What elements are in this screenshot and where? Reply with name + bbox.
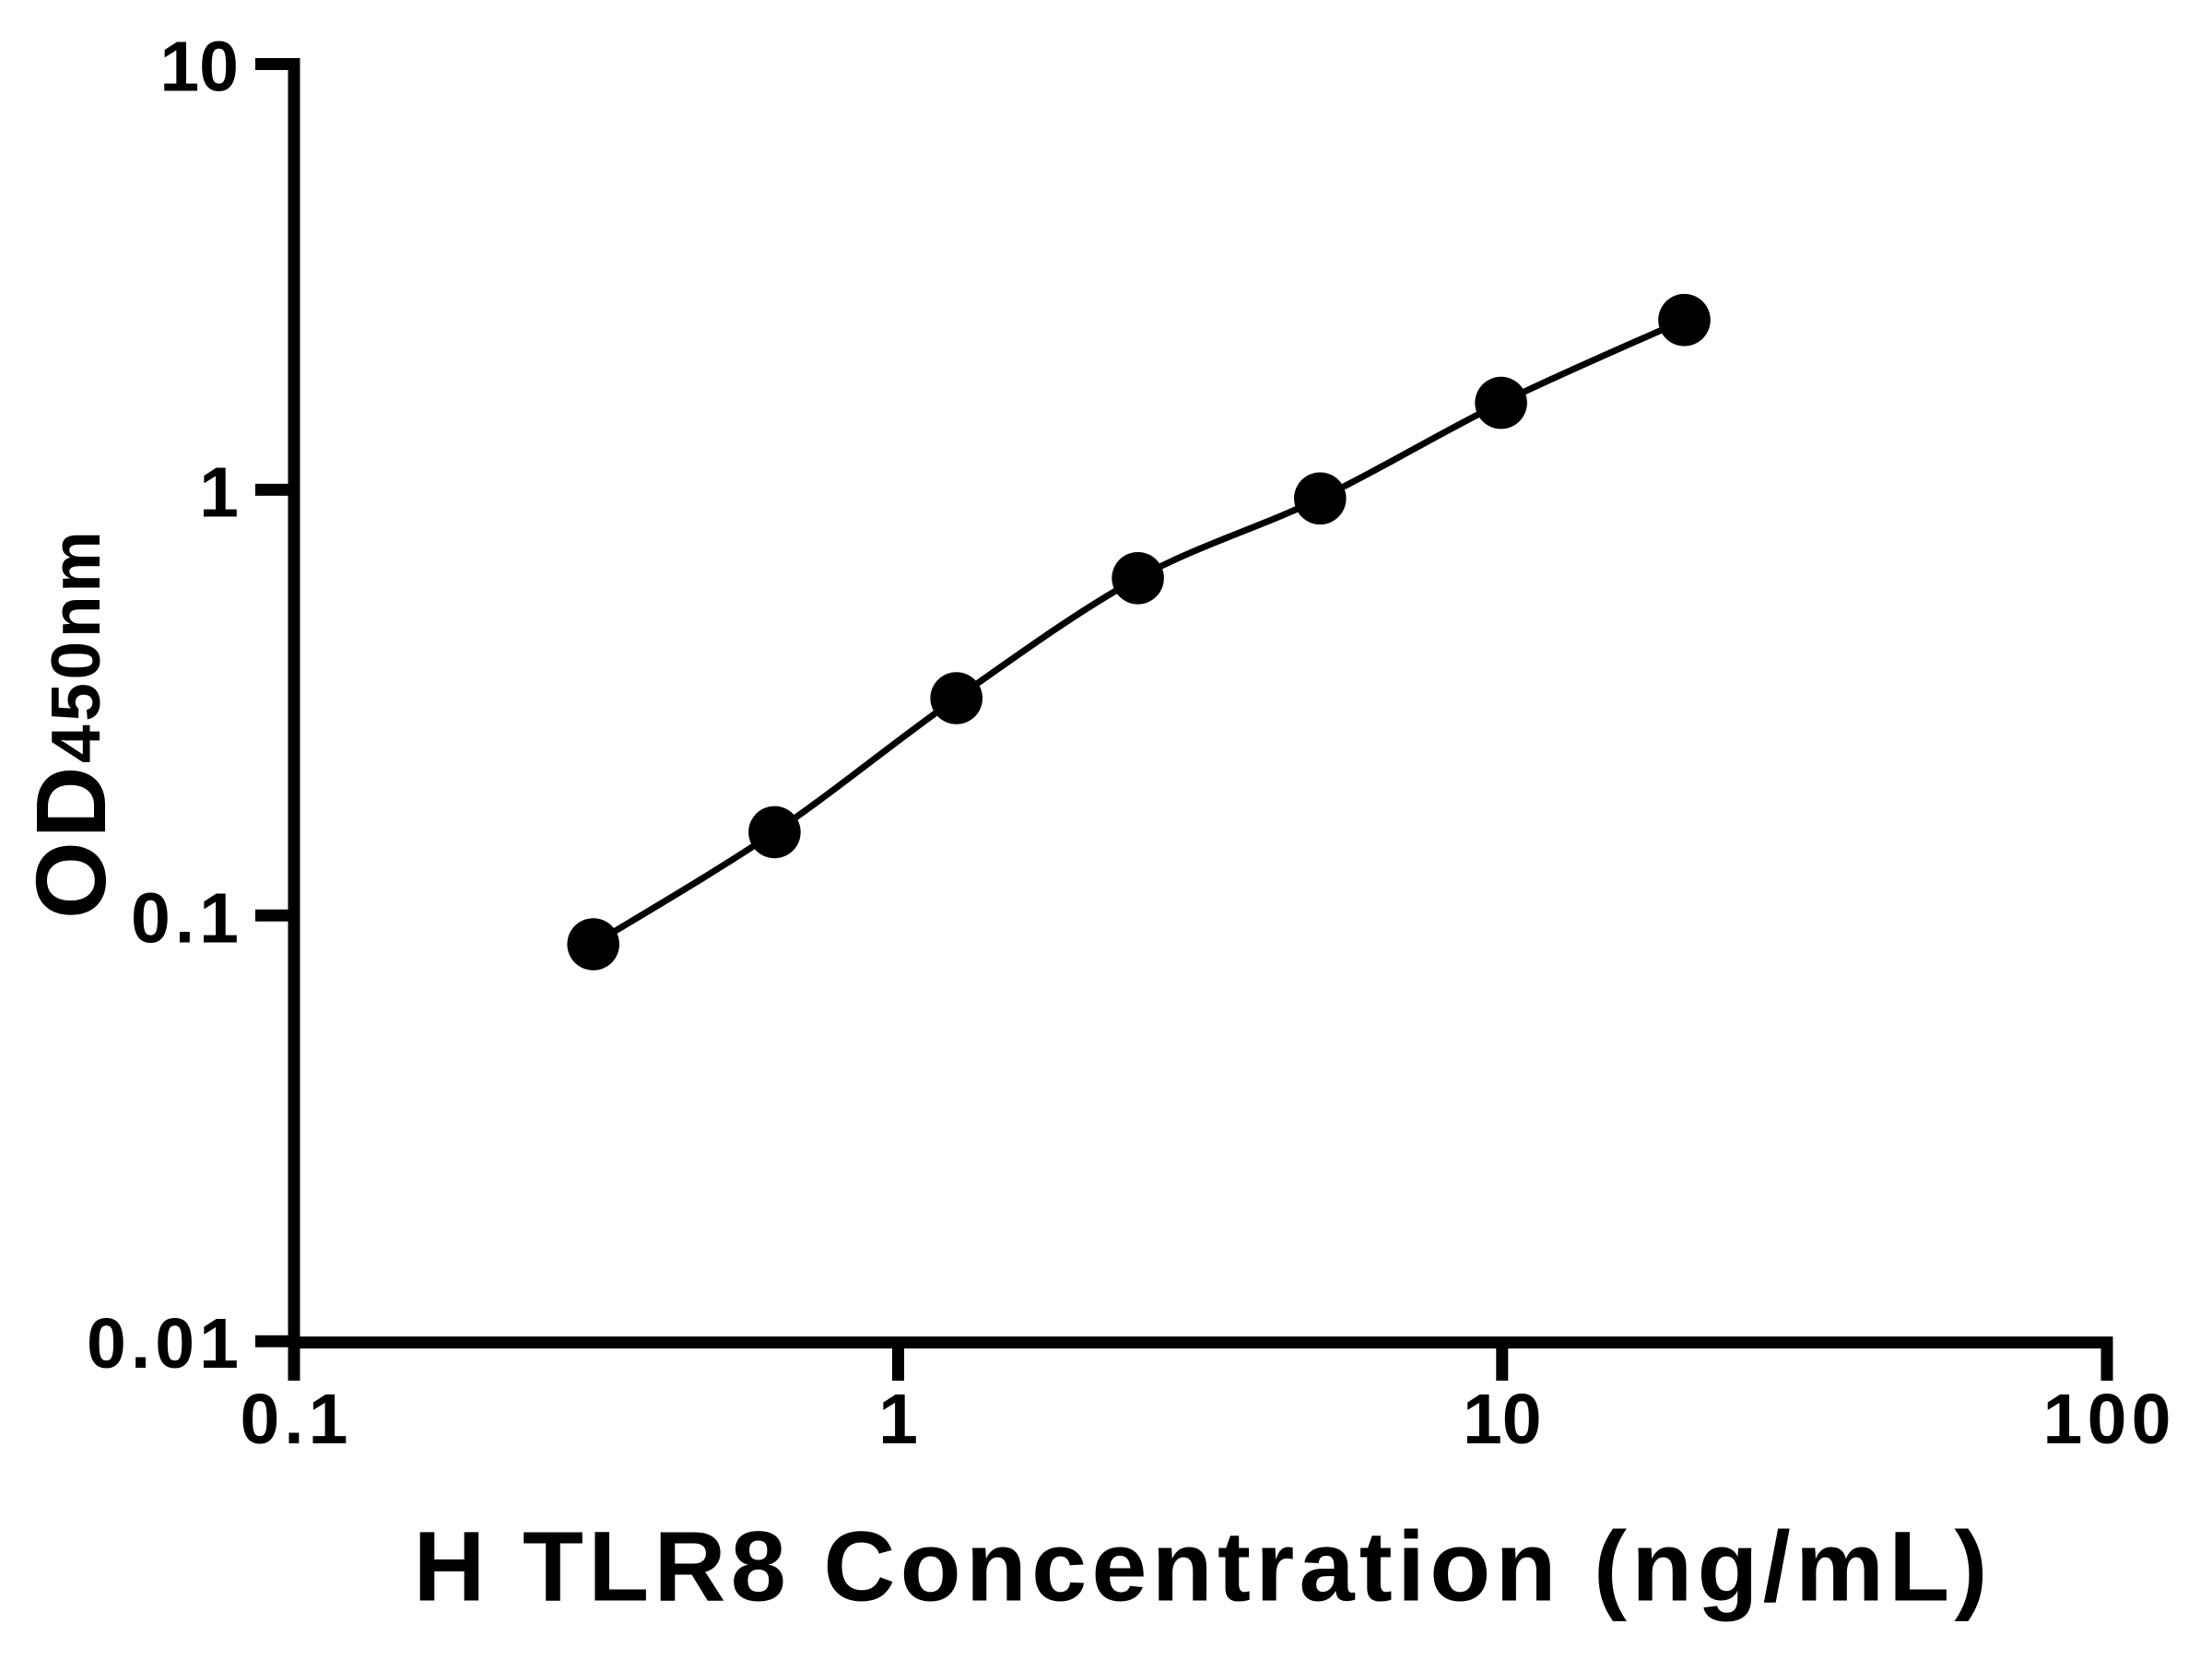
- svg-text:100: 100: [2043, 1380, 2171, 1459]
- svg-text:0.01: 0.01: [87, 1304, 239, 1383]
- svg-text:10: 10: [1463, 1380, 1542, 1459]
- svg-text:1: 1: [878, 1380, 918, 1459]
- svg-text:1: 1: [199, 453, 239, 532]
- svg-text:10: 10: [159, 28, 239, 107]
- svg-text:0.1: 0.1: [131, 878, 239, 958]
- svg-text:0.1: 0.1: [241, 1380, 348, 1459]
- svg-text:H TLR8 Concentration (ng/mL): H TLR8 Concentration (ng/mL): [414, 1511, 1988, 1622]
